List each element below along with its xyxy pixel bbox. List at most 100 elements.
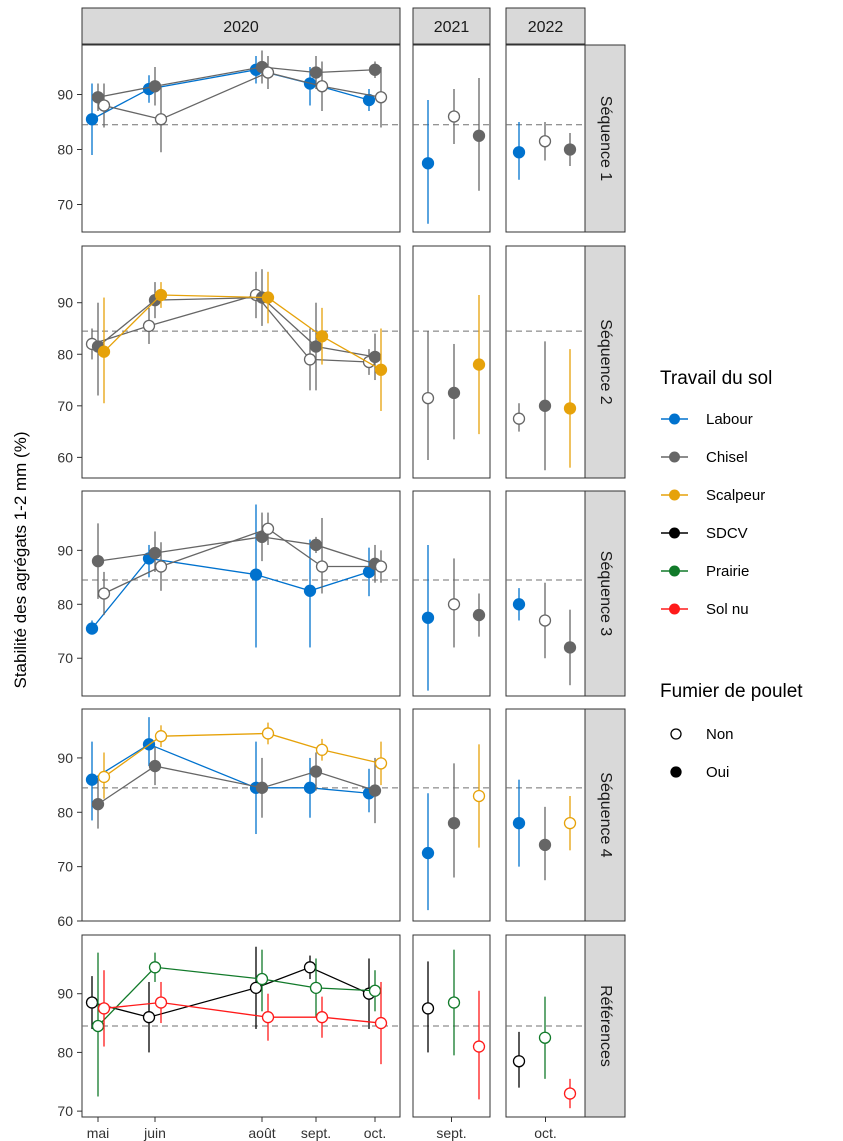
sequence-strip-label-3: Séquence 3 [597,551,614,637]
data-point [91,1019,105,1033]
data-point [261,291,275,304]
year-strip-label-2021: 2021 [434,19,470,36]
x-tick-label: oct. [534,1125,557,1141]
data-point [563,402,577,415]
x-tick-label: août [248,1125,275,1141]
data-point [374,560,388,573]
sequence-strip-label-4: Séquence 4 [597,772,614,858]
data-point [512,598,526,611]
y-tick-label: 70 [57,650,73,666]
panel-frame-3-2020 [81,490,401,697]
panel-frame-3-2021 [412,490,491,697]
x-tick-label: sept. [301,1125,331,1141]
x-tick-label: mai [87,1125,110,1141]
data-point [538,399,552,412]
data-point [368,984,382,997]
sequence-strip-2 [584,245,626,479]
data-point [255,781,269,794]
data-point [447,386,461,400]
data-point [421,611,435,624]
data-point [315,1011,329,1024]
data-point [368,350,382,363]
legend-item-labour: Labour [706,411,753,428]
legend-item-scalpeur: Scalpeur [706,487,765,504]
legend-key-point [669,603,680,615]
data-point [421,846,435,860]
legend-key-point [669,413,680,425]
sequence-strip-label-1: Séquence 1 [597,96,614,182]
legend-title-travail: Travail du sol [660,368,772,389]
data-point [563,817,577,830]
legend-key-fumier [670,766,682,778]
panel-frame-4-2020 [81,708,401,922]
y-tick-label: 60 [57,913,73,929]
y-tick-label: 80 [57,346,73,362]
data-point [97,99,111,112]
data-point [538,1031,552,1044]
y-tick-label: 90 [57,542,73,558]
data-point [315,743,329,756]
data-point [85,622,99,635]
year-strip-2022 [505,7,586,45]
data-point [309,340,323,353]
data-point [309,981,323,994]
data-point [154,996,168,1009]
data-point [85,996,99,1009]
data-point [315,330,329,343]
data-point [563,1087,577,1100]
data-point [255,972,269,986]
data-point [97,345,111,358]
y-tick-label: 80 [57,804,73,820]
data-point [368,784,382,797]
legend-item-sdcv: SDCV [706,525,748,542]
y-tick-label: 90 [57,986,73,1002]
sequence-strip-1 [584,44,626,233]
data-point [368,63,382,76]
sequence-strip-label-5: Références [597,985,614,1067]
y-tick-label: 80 [57,142,73,158]
data-point [303,584,317,597]
sequence-strip-5 [584,934,626,1118]
data-point [421,391,435,405]
data-point [374,363,388,376]
legend-key-point [669,489,680,501]
y-tick-label: 90 [57,750,73,766]
year-strip-label-2022: 2022 [528,19,564,36]
data-point [148,759,162,773]
y-tick-label: 70 [57,859,73,875]
data-point [563,143,577,156]
data-point [315,80,329,93]
data-point [512,146,526,159]
data-point [472,358,486,371]
data-point [538,838,552,852]
panel-frame-2-2020 [81,245,401,479]
data-point [472,608,486,622]
data-point [303,961,317,974]
data-point [309,538,323,552]
data-point [512,817,526,830]
data-point [261,727,275,740]
legend-item-fumier-non: Non [706,726,734,743]
y-tick-label: 80 [57,596,73,612]
legend-item-fumier-oui: Oui [706,764,729,781]
data-point [91,797,105,811]
data-point [374,757,388,770]
data-point [148,546,162,560]
y-tick-label: 70 [57,1103,73,1119]
y-tick-label: 70 [57,197,73,213]
year-strip-2021 [412,7,491,45]
data-point [421,157,435,170]
data-point [472,129,486,142]
legend-title-fumier: Fumier de poulet [660,681,803,702]
y-axis-label: Stabilité des agrégats 1-2 mm (%) [11,432,30,689]
legend-item-prairie: Prairie [706,563,749,580]
sequence-strip-3 [584,490,626,697]
data-point [148,80,162,93]
data-point [512,412,526,425]
year-strip-label-2020: 2020 [223,19,259,36]
data-point [249,568,263,581]
data-point [261,522,275,535]
data-point [97,587,111,600]
